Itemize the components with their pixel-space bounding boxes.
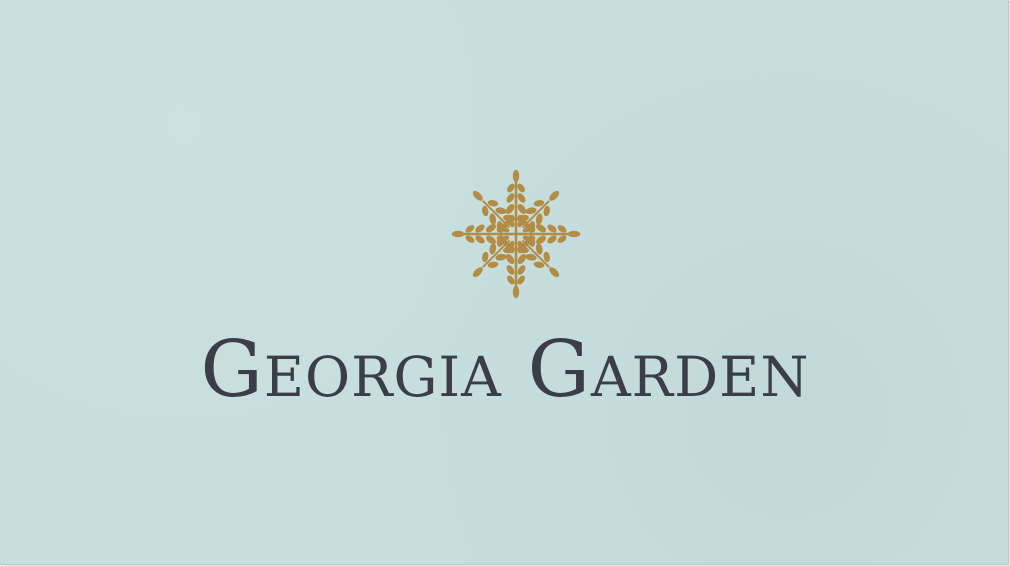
- tree-of-life-icon: [451, 169, 581, 299]
- brand-name: Georgia Garden: [200, 325, 810, 415]
